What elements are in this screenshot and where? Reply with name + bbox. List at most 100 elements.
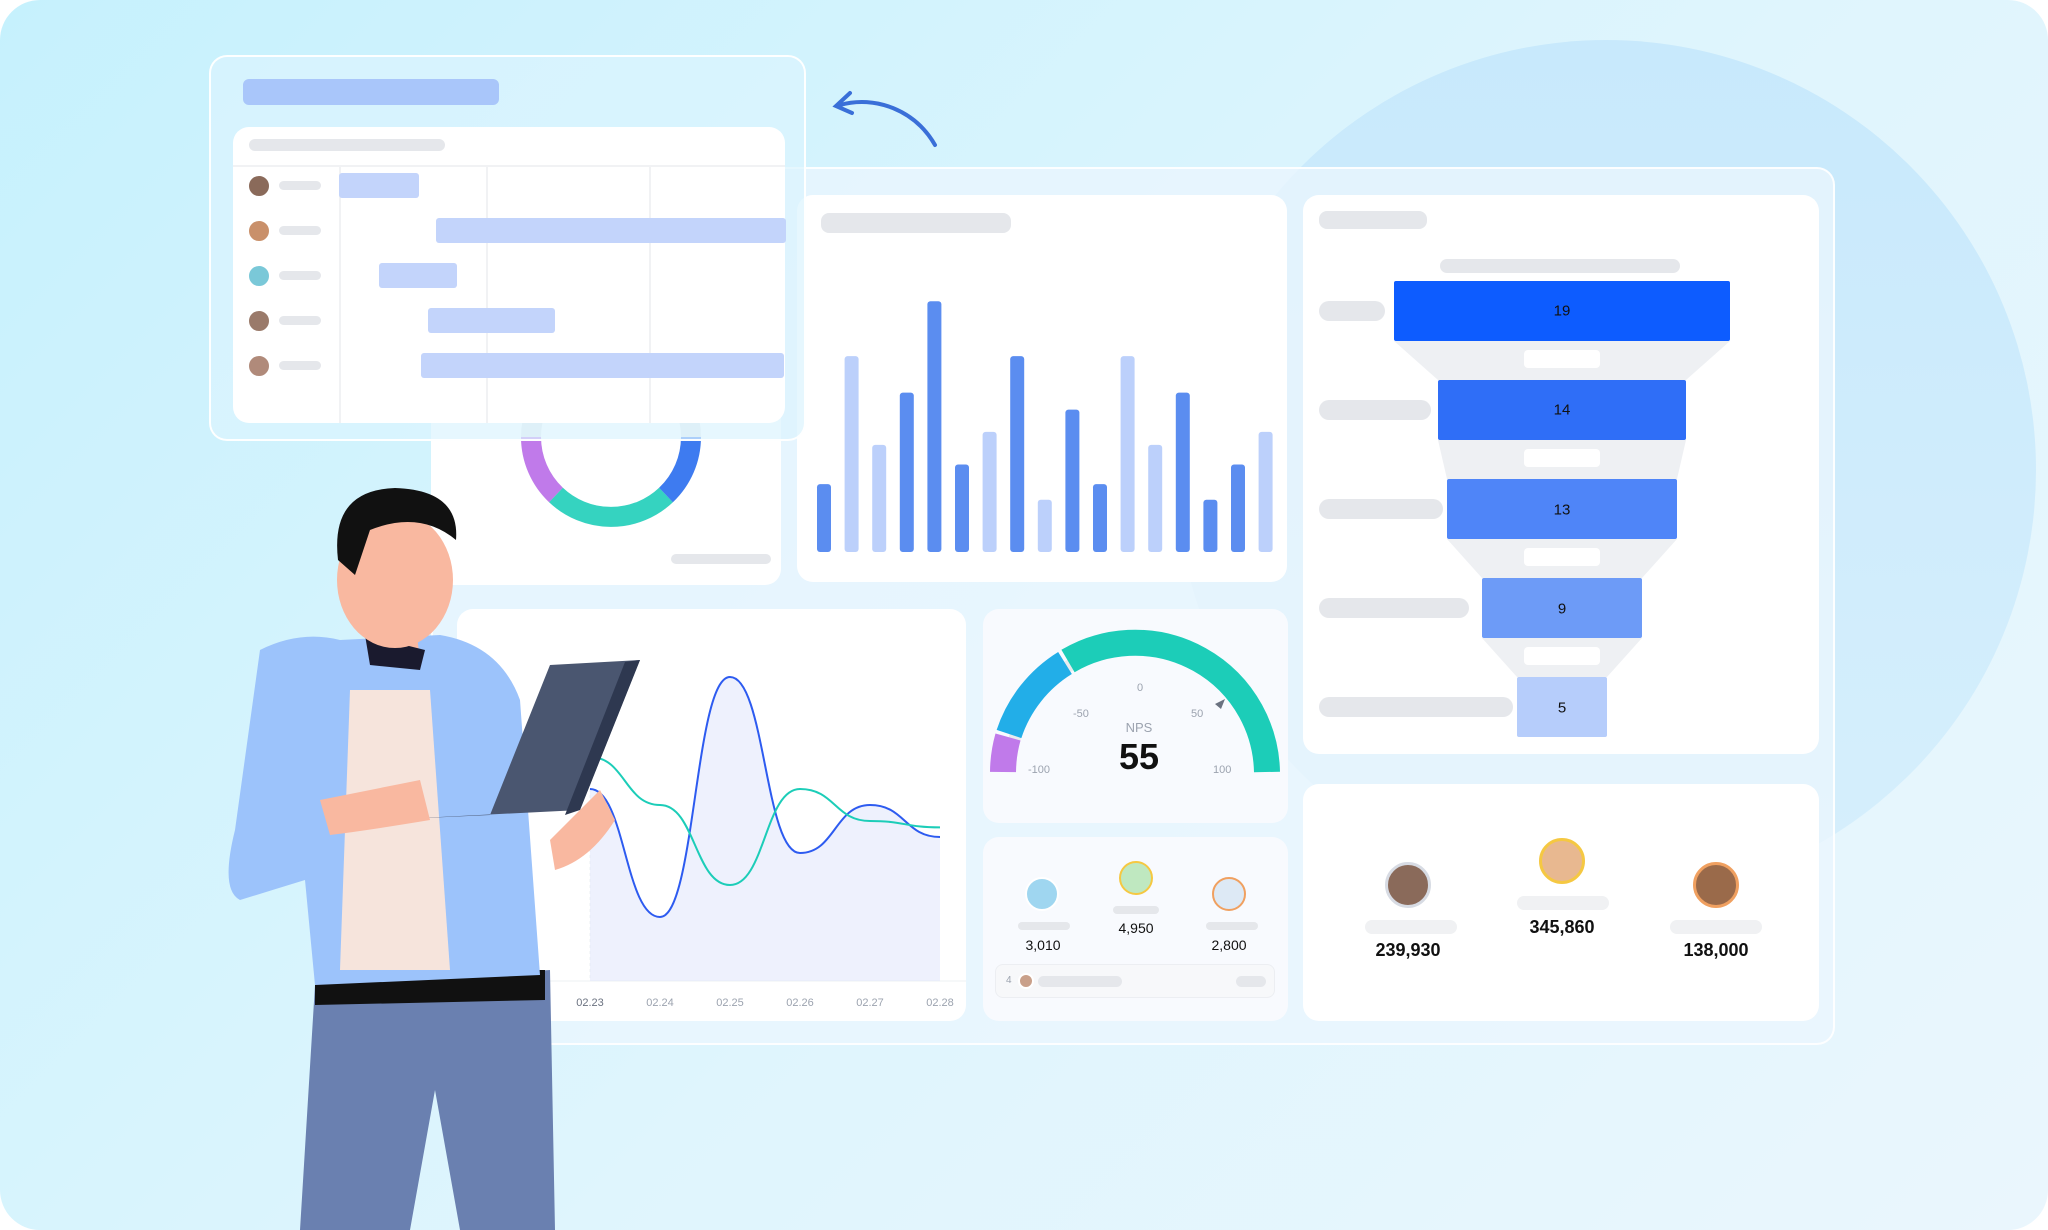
stage-label-placeholder <box>1319 499 1443 519</box>
funnel-connector-label <box>1524 449 1600 467</box>
svg-text:-50: -50 <box>1073 708 1089 720</box>
bar <box>1258 431 1273 552</box>
bar <box>1203 499 1218 552</box>
value: 345,860 <box>1529 917 1595 937</box>
leaderboard-card: 3,010 4,950 2,800 4 <box>983 837 1288 1021</box>
avatar <box>1025 877 1059 911</box>
bar <box>927 301 942 552</box>
leaderboard-row[interactable]: 4 <box>995 964 1275 998</box>
name-placeholder <box>1517 896 1609 910</box>
gantt-task-bar[interactable] <box>436 218 786 243</box>
avatar <box>247 219 271 243</box>
svg-text:100: 100 <box>1213 764 1231 776</box>
bar <box>1037 499 1052 552</box>
back-arrow-icon <box>832 91 937 147</box>
name-placeholder <box>1018 922 1070 930</box>
name-placeholder <box>279 271 321 280</box>
card-title-placeholder <box>821 213 1011 233</box>
nps-gauge-card: -100 -50 0 50 100 NPS 55 <box>983 609 1288 823</box>
score: 3,010 <box>1025 937 1061 953</box>
person-with-laptop-illustration <box>228 488 640 1230</box>
gantt-task-bar[interactable] <box>421 353 784 378</box>
x-tick: 02.23 <box>576 997 604 1009</box>
funnel-value: 9 <box>1557 600 1567 618</box>
funnel-card: 19 14 13 9 5 <box>1303 195 1819 754</box>
window-title-placeholder <box>243 79 499 105</box>
gantt-task-bar[interactable] <box>339 173 419 198</box>
gauge-pointer-icon <box>1215 699 1225 709</box>
series-line <box>589 756 941 887</box>
x-tick: 02.25 <box>716 997 744 1009</box>
funnel-stage <box>1482 578 1642 638</box>
avatar <box>247 174 271 198</box>
bar-chart <box>817 301 1273 552</box>
value: 239,930 <box>1375 940 1441 960</box>
rank: 4 <box>1006 975 1012 986</box>
bar <box>1231 464 1245 552</box>
svg-text:-100: -100 <box>1028 764 1050 776</box>
avatar <box>247 264 271 288</box>
bar <box>1093 484 1107 552</box>
line-chart-card: 02.23 02.24 02.25 02.26 02.27 02.28 <box>457 609 966 1021</box>
funnel-chart <box>1319 281 1730 737</box>
bar <box>817 484 831 552</box>
funnel-value: 14 <box>1553 401 1571 419</box>
funnel-value: 13 <box>1553 501 1571 519</box>
avatar <box>1693 862 1739 908</box>
top-performers-card: 239,930 345,860 138,000 <box>1303 784 1819 1021</box>
avatar <box>1539 838 1585 884</box>
gantt-task-bar[interactable] <box>428 308 555 333</box>
bar-chart-card <box>797 195 1287 582</box>
funnel-header-placeholder <box>1440 259 1680 273</box>
funnel-stage <box>1517 677 1607 737</box>
bar <box>955 464 969 552</box>
name-placeholder <box>1670 920 1762 934</box>
score: 4,950 <box>1118 920 1154 936</box>
funnel-connector-label <box>1524 350 1600 368</box>
bar <box>899 392 914 552</box>
bar <box>982 431 997 552</box>
avatar <box>247 354 271 378</box>
header-placeholder <box>249 139 445 151</box>
gantt-window <box>209 55 806 441</box>
bar <box>1010 356 1025 552</box>
svg-text:50: 50 <box>1191 708 1203 720</box>
funnel-stage <box>1394 281 1730 341</box>
bar <box>872 444 887 552</box>
score: 2,800 <box>1211 937 1247 953</box>
x-tick: 02.27 <box>856 997 884 1009</box>
x-tick: 02.28 <box>926 997 954 1009</box>
name-placeholder <box>1038 976 1122 987</box>
nps-gauge: -100 -50 0 50 100 NPS 55 <box>990 629 1280 777</box>
funnel-connector-label <box>1524 548 1600 566</box>
x-tick: 02.26 <box>786 997 814 1009</box>
funnel-value: 19 <box>1553 302 1571 320</box>
placeholder-bar <box>671 554 771 564</box>
name-placeholder <box>1206 922 1258 930</box>
avatar <box>1119 861 1153 895</box>
bar <box>1065 409 1080 552</box>
series-area <box>590 677 940 981</box>
stage-label-placeholder <box>1319 697 1513 717</box>
x-tick: 02.24 <box>646 997 674 1009</box>
gantt-task-bar[interactable] <box>379 263 457 288</box>
stage-label-placeholder <box>1319 301 1385 321</box>
funnel-stage <box>1438 380 1686 440</box>
name-placeholder <box>1365 920 1457 934</box>
bar <box>1175 392 1190 552</box>
avatar <box>247 309 271 333</box>
avatar <box>1018 973 1034 989</box>
value: 138,000 <box>1683 940 1749 960</box>
gauge-label: NPS <box>1126 720 1153 735</box>
name-placeholder <box>1113 906 1159 914</box>
name-placeholder <box>279 226 321 235</box>
svg-text:0: 0 <box>1137 682 1143 694</box>
card-title-placeholder <box>1319 211 1427 229</box>
funnel-stage <box>1447 479 1677 539</box>
name-placeholder <box>279 181 321 190</box>
funnel-value: 5 <box>1557 699 1567 717</box>
name-placeholder <box>279 316 321 325</box>
avatar <box>1385 862 1431 908</box>
avatar <box>1212 877 1246 911</box>
